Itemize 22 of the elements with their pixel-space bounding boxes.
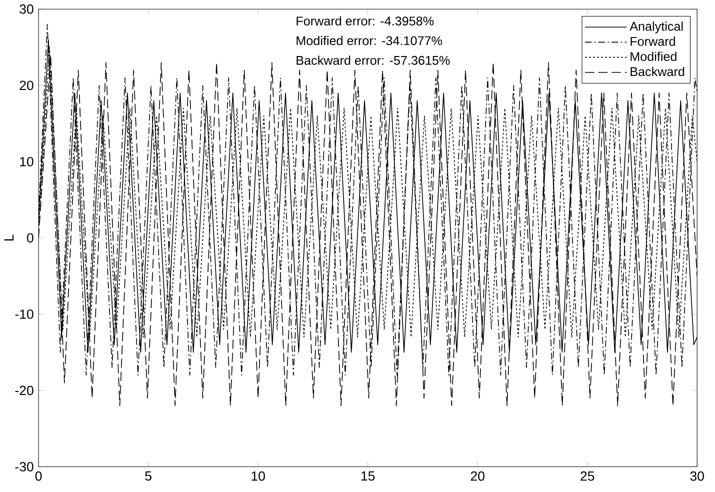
y-tick-label: -20 [15,386,34,396]
annotation: Modified error: -34.1077% [296,36,442,46]
x-tick-label: 20 [470,472,484,481]
y-axis-title: L [4,234,14,241]
legend-label: Modified [630,52,676,62]
annotation: Forward error: -4.3958% [296,16,434,26]
y-tick-label: 10 [20,157,34,167]
y-tick-label: -30 [15,462,34,472]
legend-label: Backward [630,67,684,76]
y-tick-label: 30 [20,4,34,14]
legend-label: Forward [630,36,676,46]
x-tick-label: 15 [361,472,375,481]
y-tick-label: 0 [27,233,34,243]
x-tick-label: 10 [252,472,265,481]
x-tick-label: 25 [580,472,594,481]
x-tick-label: 30 [690,472,704,481]
legend-label: Analytical [630,22,683,34]
x-tick-label: 5 [145,472,152,481]
y-tick-label: -10 [15,310,34,320]
x-tick-label: 0 [35,472,42,481]
annotation: Backward error: -57.3615% [296,56,450,66]
y-tick-label: 20 [20,80,34,90]
